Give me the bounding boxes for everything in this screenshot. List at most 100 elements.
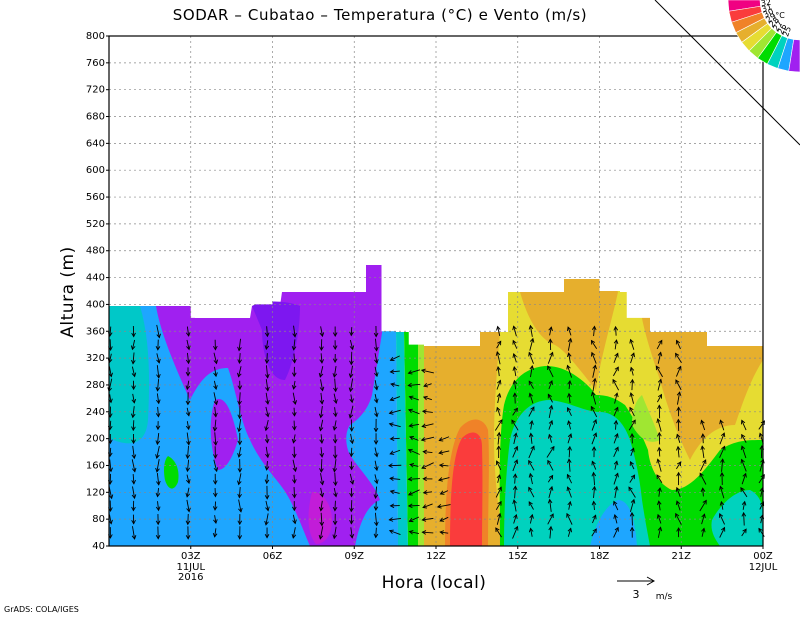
wind-vector: [238, 366, 242, 377]
wind-vector: [319, 526, 324, 539]
wind-vector: [334, 472, 337, 486]
wind-vector-head: [592, 514, 597, 520]
wind-vector: [132, 486, 135, 499]
wind-vector: [186, 407, 190, 416]
wind-vector: [350, 433, 353, 444]
wind-vector-head: [155, 345, 161, 351]
wind-vector: [390, 383, 400, 387]
wind-vector-head: [497, 486, 502, 492]
wind-vector-head: [332, 439, 338, 444]
wind-vector-head: [291, 385, 297, 390]
wind-vector-head: [389, 489, 395, 495]
wind-vector-head: [131, 494, 137, 500]
wind-vector: [440, 531, 449, 534]
wind-vector-head: [373, 427, 379, 433]
legend-unit-label: °C: [775, 11, 785, 20]
wind-vector: [568, 380, 571, 389]
wind-vector: [131, 366, 136, 377]
x-tick-label: 15Z: [508, 551, 528, 562]
wind-vector-head: [292, 467, 298, 473]
wind-vector: [409, 531, 419, 534]
wind-vector: [699, 473, 707, 485]
wind-vector-head: [675, 352, 680, 358]
wind-vector-head: [265, 400, 270, 405]
wind-vector: [592, 378, 596, 392]
wind-vector-head: [676, 406, 681, 412]
wind-vector: [657, 379, 662, 391]
wind-vector: [421, 462, 434, 469]
wind-vector-head: [567, 380, 572, 385]
wind-vector: [629, 474, 635, 483]
wind-vector: [390, 449, 401, 455]
wind-vector-head: [496, 445, 502, 450]
wind-vector-head: [550, 445, 555, 451]
wind-vector-head: [349, 439, 355, 445]
wind-reference-unit: m/s: [656, 592, 673, 602]
wind-vector-head: [700, 433, 706, 438]
wind-vector-head: [389, 503, 395, 509]
wind-vector-head: [567, 527, 573, 533]
wind-vector: [614, 486, 618, 499]
wind-vector: [439, 464, 449, 467]
wind-vector-head: [131, 372, 137, 378]
wind-vector-head: [740, 458, 745, 464]
wind-vector-head: [292, 479, 297, 484]
wind-vector: [548, 420, 553, 430]
wind-vector-head: [292, 493, 297, 499]
wind-vector: [334, 500, 336, 511]
wind-vector-head: [528, 380, 533, 386]
wind-vector-head: [265, 373, 270, 379]
wind-vector: [530, 433, 533, 444]
wind-vector: [549, 327, 552, 336]
wind-vector-head: [264, 345, 270, 350]
wind-vector-head: [423, 382, 429, 388]
wind-vector-head: [629, 378, 635, 384]
wind-vector: [265, 406, 269, 417]
wind-vector-head: [528, 527, 534, 533]
wind-vector-head: [566, 458, 572, 464]
wind-vector-head: [613, 500, 618, 506]
wind-vector: [630, 499, 635, 512]
wind-vector: [438, 477, 450, 481]
wind-vector-head: [185, 359, 191, 365]
wind-vector: [213, 380, 217, 390]
wind-vector-head: [512, 353, 517, 358]
wind-vector-head: [130, 413, 136, 419]
wind-vector-head: [237, 346, 242, 352]
wind-vector: [293, 325, 296, 337]
wind-vector-head: [333, 481, 338, 487]
wind-vector-head: [332, 345, 338, 351]
y-tick-label: 320: [86, 353, 105, 364]
wind-vector-head: [408, 530, 414, 535]
wind-vector-head: [421, 409, 427, 414]
wind-vector: [568, 446, 571, 458]
contour-orange-right: [640, 305, 763, 460]
wind-vector: [591, 340, 598, 350]
wind-vector-head: [592, 418, 598, 424]
contour-lime-edge: [632, 395, 660, 442]
wind-vector-head: [349, 331, 354, 337]
wind-vector-head: [614, 526, 619, 532]
wind-vector-head: [264, 520, 269, 526]
wind-vector: [741, 528, 747, 537]
wind-vector-head: [655, 365, 660, 371]
wind-vector-head: [332, 373, 338, 378]
wind-vector-head: [613, 460, 619, 466]
wind-vector-head: [349, 492, 354, 498]
wind-vector-head: [389, 450, 395, 455]
wind-vector: [741, 473, 747, 485]
wind-vector-head: [591, 500, 597, 506]
contour-teal-bottom-right: [711, 490, 763, 546]
wind-vector-head: [319, 506, 324, 512]
wind-vector-head: [332, 506, 338, 512]
wind-vector-head: [389, 476, 394, 482]
wind-vector: [591, 432, 597, 445]
wind-vector: [743, 512, 745, 526]
wind-vector: [409, 423, 420, 427]
wind-vector: [214, 406, 217, 417]
wind-vector: [592, 515, 597, 524]
wind-vector-head: [213, 385, 218, 390]
wind-vector: [593, 326, 595, 337]
wind-vector-head: [629, 460, 634, 466]
wind-vector-head: [213, 359, 219, 365]
